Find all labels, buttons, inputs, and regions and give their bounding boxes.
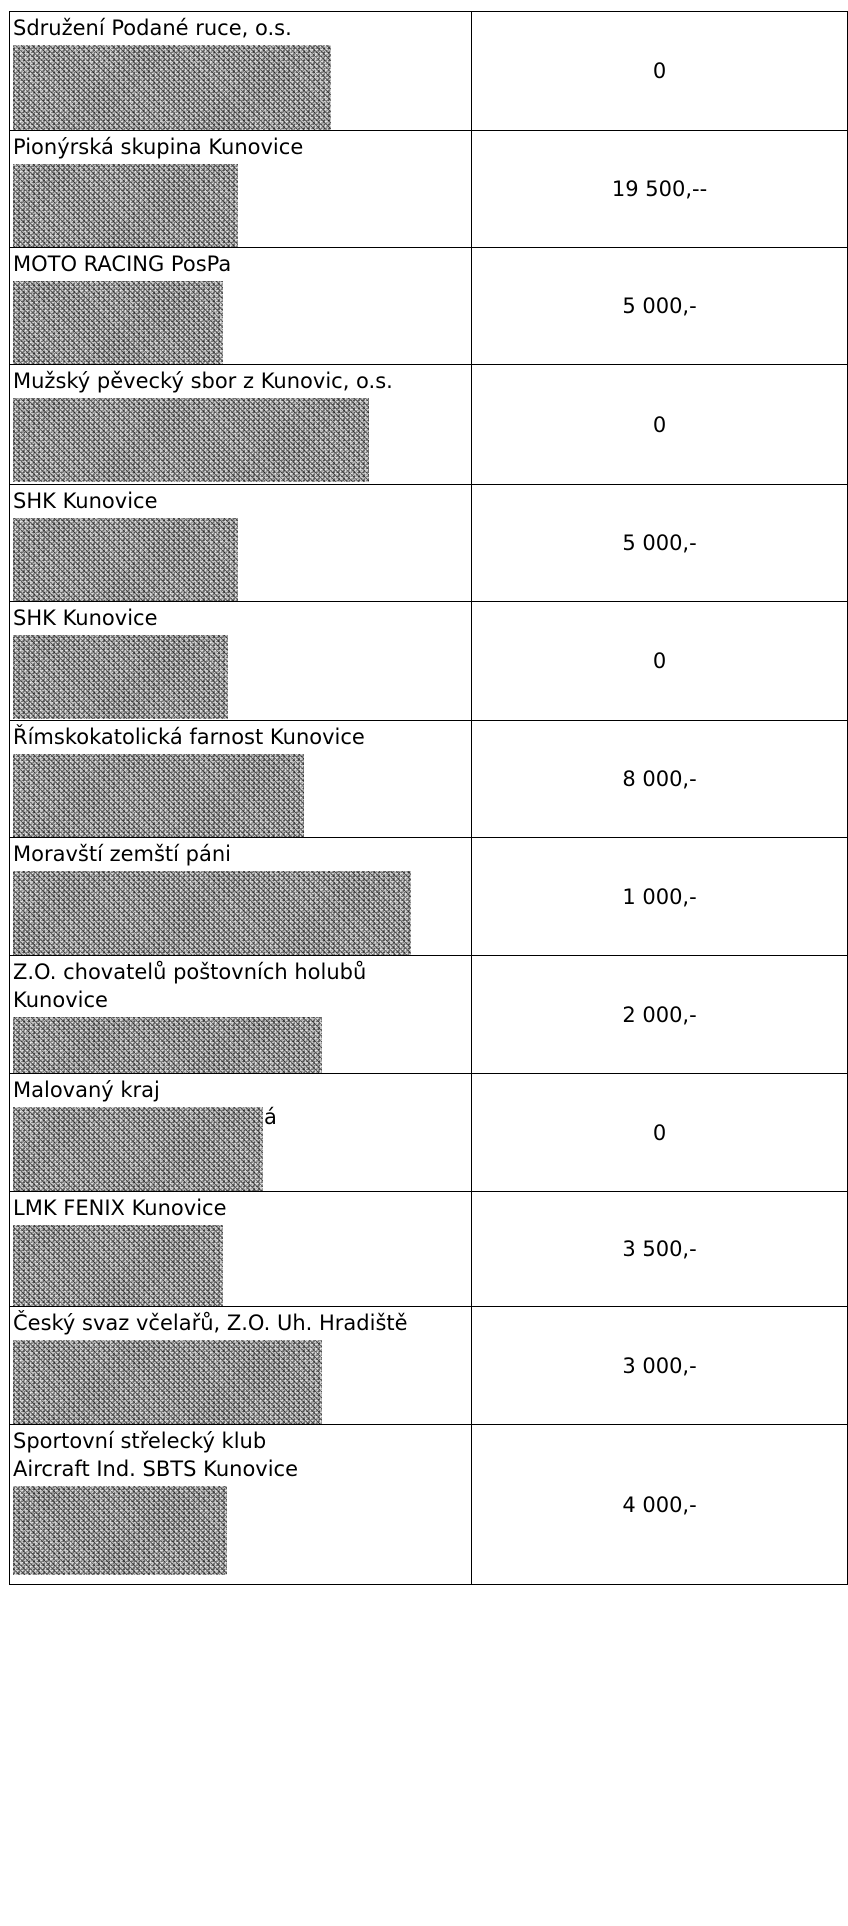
redacted-block (13, 1486, 227, 1575)
organization-cell: Mužský pěvecký sbor z Kunovic, o.s. (10, 365, 472, 484)
stray-character: á (264, 1105, 277, 1129)
organization-cell: MOTO RACING PosPa (10, 248, 472, 364)
organization-name: Malovaný kraj (13, 1078, 160, 1102)
amount-cell: 3 000,- (472, 1307, 848, 1424)
organization-name: Mužský pěvecký sbor z Kunovic, o.s. (13, 369, 393, 393)
amount-value: 2 000,- (622, 1002, 697, 1027)
table-row: SHK Kunovice 5 000,- (10, 485, 848, 602)
table-row: Římskokatolická farnost Kunovice 8 000,- (10, 721, 848, 838)
organization-cell: Sdružení Podané ruce, o.s. (10, 12, 472, 130)
organization-name: Sportovní střelecký klub Aircraft Ind. S… (13, 1429, 299, 1481)
amount-cell: 3 500,- (472, 1192, 848, 1306)
table-row: Moravští zemští páni 1 000,- (10, 838, 848, 956)
organization-cell: Český svaz včelařů, Z.O. Uh. Hradiště (10, 1307, 472, 1424)
organization-cell: Malovaný kraj á (10, 1074, 472, 1191)
amount-cell: 5 000,- (472, 248, 848, 364)
table-row: Z.O. chovatelů poštovních holubů Kunovic… (10, 956, 848, 1074)
amount-value: 3 500,- (622, 1237, 697, 1261)
organization-name: SHK Kunovice (13, 489, 158, 513)
organization-cell: SHK Kunovice (10, 602, 472, 720)
redacted-block (13, 871, 411, 955)
amount-value: 8 000,- (622, 767, 697, 791)
amount-value: 5 000,- (622, 294, 697, 318)
amount-value: 0 (652, 59, 667, 83)
donations-table: Sdružení Podané ruce, o.s. 0 Pionýrská sku… (9, 11, 848, 1585)
table-row: Pionýrská skupina Kunovice 19 500,-- (10, 131, 848, 248)
organization-name: Z.O. chovatelů poštovních holubů Kunovic… (13, 960, 367, 1012)
amount-cell: 5 000,- (472, 485, 848, 601)
table-row: Malovaný kraj á 0 (10, 1074, 848, 1192)
organization-cell: LMK FENIX Kunovice (10, 1192, 472, 1306)
table-row: Mužský pěvecký sbor z Kunovic, o.s. 0 (10, 365, 848, 485)
organization-cell: Moravští zemští páni (10, 838, 472, 955)
redacted-block (13, 398, 369, 482)
redacted-block (13, 635, 228, 719)
redacted-block (13, 1107, 263, 1191)
organization-name: SHK Kunovice (13, 606, 158, 630)
amount-cell: 2 000,- (472, 956, 848, 1073)
organization-name: Římskokatolická farnost Kunovice (13, 725, 365, 749)
amount-value: 19 500,-- (611, 177, 708, 201)
organization-name: Sdružení Podané ruce, o.s. (13, 16, 292, 40)
organization-name: MOTO RACING PosPa (13, 252, 232, 276)
amount-cell: 4 000,- (472, 1425, 848, 1584)
organization-name: Pionýrská skupina Kunovice (13, 135, 304, 159)
table-row: Sportovní střelecký klub Aircraft Ind. S… (10, 1425, 848, 1585)
organization-cell: Sportovní střelecký klub Aircraft Ind. S… (10, 1425, 472, 1584)
redacted-block (13, 281, 223, 364)
organization-name: LMK FENIX Kunovice (13, 1196, 227, 1220)
organization-cell: Pionýrská skupina Kunovice (10, 131, 472, 247)
table-row: SHK Kunovice 0 (10, 602, 848, 721)
amount-cell: 19 500,-- (472, 131, 848, 247)
amount-cell: 1 000,- (472, 838, 848, 955)
redacted-block (13, 1225, 223, 1306)
table-row: Český svaz včelařů, Z.O. Uh. Hradiště 3 0… (10, 1307, 848, 1425)
redacted-block (13, 754, 304, 837)
redacted-block (13, 164, 238, 247)
table-row: Sdružení Podané ruce, o.s. 0 (10, 12, 848, 131)
amount-cell: 0 (472, 602, 848, 720)
amount-value: 0 (652, 412, 667, 437)
table-row: MOTO RACING PosPa 5 000,- (10, 248, 848, 365)
amount-cell: 8 000,- (472, 721, 848, 837)
amount-value: 1 000,- (622, 884, 697, 909)
amount-value: 0 (652, 649, 667, 673)
redacted-block (13, 1340, 322, 1424)
amount-value: 0 (652, 1120, 667, 1145)
amount-value: 5 000,- (622, 531, 697, 555)
organization-cell: SHK Kunovice (10, 485, 472, 601)
redacted-block (13, 45, 331, 130)
organization-name: Moravští zemští páni (13, 842, 232, 866)
table-row: LMK FENIX Kunovice 3 500,- (10, 1192, 848, 1307)
organization-cell: Z.O. chovatelů poštovních holubů Kunovic… (10, 956, 472, 1073)
amount-value: 3 000,- (622, 1353, 697, 1378)
organization-cell: Římskokatolická farnost Kunovice (10, 721, 472, 837)
organization-name: Český svaz včelařů, Z.O. Uh. Hradiště (13, 1311, 408, 1335)
redacted-block (13, 518, 238, 601)
amount-cell: 0 (472, 1074, 848, 1191)
redacted-block (13, 1017, 322, 1073)
amount-value: 4 000,- (622, 1492, 697, 1517)
amount-cell: 0 (472, 365, 848, 484)
amount-cell: 0 (472, 12, 848, 130)
